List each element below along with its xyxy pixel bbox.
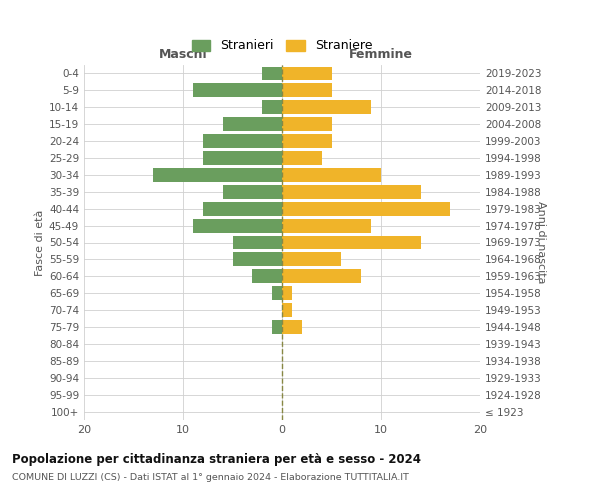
Bar [193,84,282,98]
Bar [282,218,371,232]
Bar [233,252,282,266]
Bar [253,270,282,283]
Bar [282,286,292,300]
Bar [282,202,450,215]
Bar [282,151,322,165]
Text: Maschi: Maschi [158,48,208,62]
Y-axis label: Fasce di età: Fasce di età [35,210,45,276]
Bar [272,320,282,334]
Bar [223,117,282,131]
Bar [282,185,421,198]
Bar [282,100,371,114]
Text: Popolazione per cittadinanza straniera per età e sesso - 2024: Popolazione per cittadinanza straniera p… [12,452,421,466]
Bar [262,100,282,114]
Bar [282,252,341,266]
Y-axis label: Anni di nascita: Anni di nascita [536,201,546,284]
Bar [203,134,282,148]
Bar [282,303,292,317]
Bar [193,218,282,232]
Bar [282,270,361,283]
Bar [282,84,331,98]
Bar [262,66,282,80]
Bar [203,151,282,165]
Bar [282,320,302,334]
Bar [233,236,282,250]
Bar [282,236,421,250]
Bar [282,134,331,148]
Bar [223,185,282,198]
Text: COMUNE DI LUZZI (CS) - Dati ISTAT al 1° gennaio 2024 - Elaborazione TUTTITALIA.I: COMUNE DI LUZZI (CS) - Dati ISTAT al 1° … [12,472,409,482]
Bar [282,168,381,182]
Bar [203,202,282,215]
Text: Femmine: Femmine [349,48,413,62]
Bar [282,66,331,80]
Legend: Stranieri, Straniere: Stranieri, Straniere [188,36,376,56]
Bar [154,168,282,182]
Bar [272,286,282,300]
Bar [282,117,331,131]
